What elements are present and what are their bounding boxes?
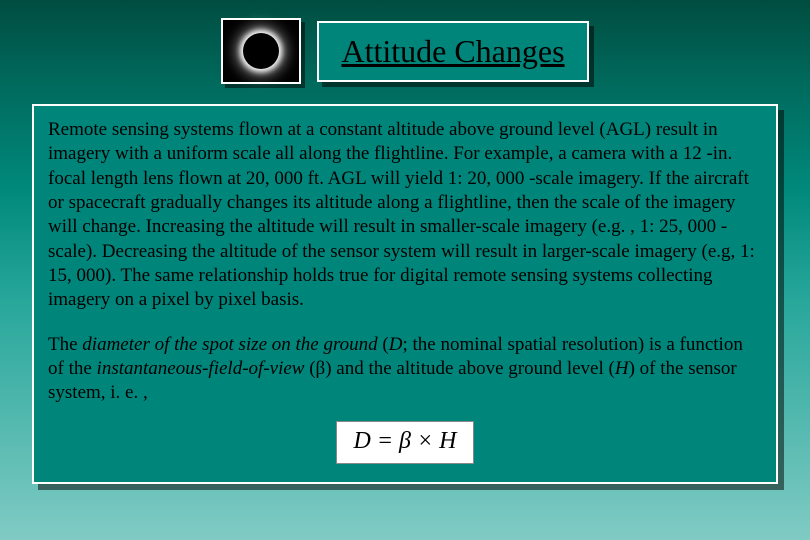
paragraph-2: The diameter of the spot size on the gro… (48, 333, 762, 406)
eclipse-image (221, 18, 301, 84)
p2-italic-phrase-1: diameter of the spot size on the ground (82, 334, 382, 355)
body-panel: Remote sensing systems flown at a consta… (32, 104, 778, 484)
p2-var-beta: β (316, 358, 326, 379)
p2-var-d: D (389, 334, 403, 355)
eclipse-ring (243, 33, 279, 69)
formula-container: D = β × H (48, 421, 762, 464)
formula: D = β × H (336, 421, 473, 464)
p2-text: The (48, 334, 82, 355)
p2-text: ) and the altitude above ground level ( (325, 358, 615, 379)
paragraph-1: Remote sensing systems flown at a consta… (48, 118, 762, 313)
p2-italic-phrase-2: instantaneous-field-of-view (97, 358, 310, 379)
slide-title: Attitude Changes (341, 33, 564, 69)
p2-var-h: H (615, 358, 629, 379)
header-row: Attitude Changes (0, 0, 810, 84)
title-box: Attitude Changes (317, 21, 588, 82)
